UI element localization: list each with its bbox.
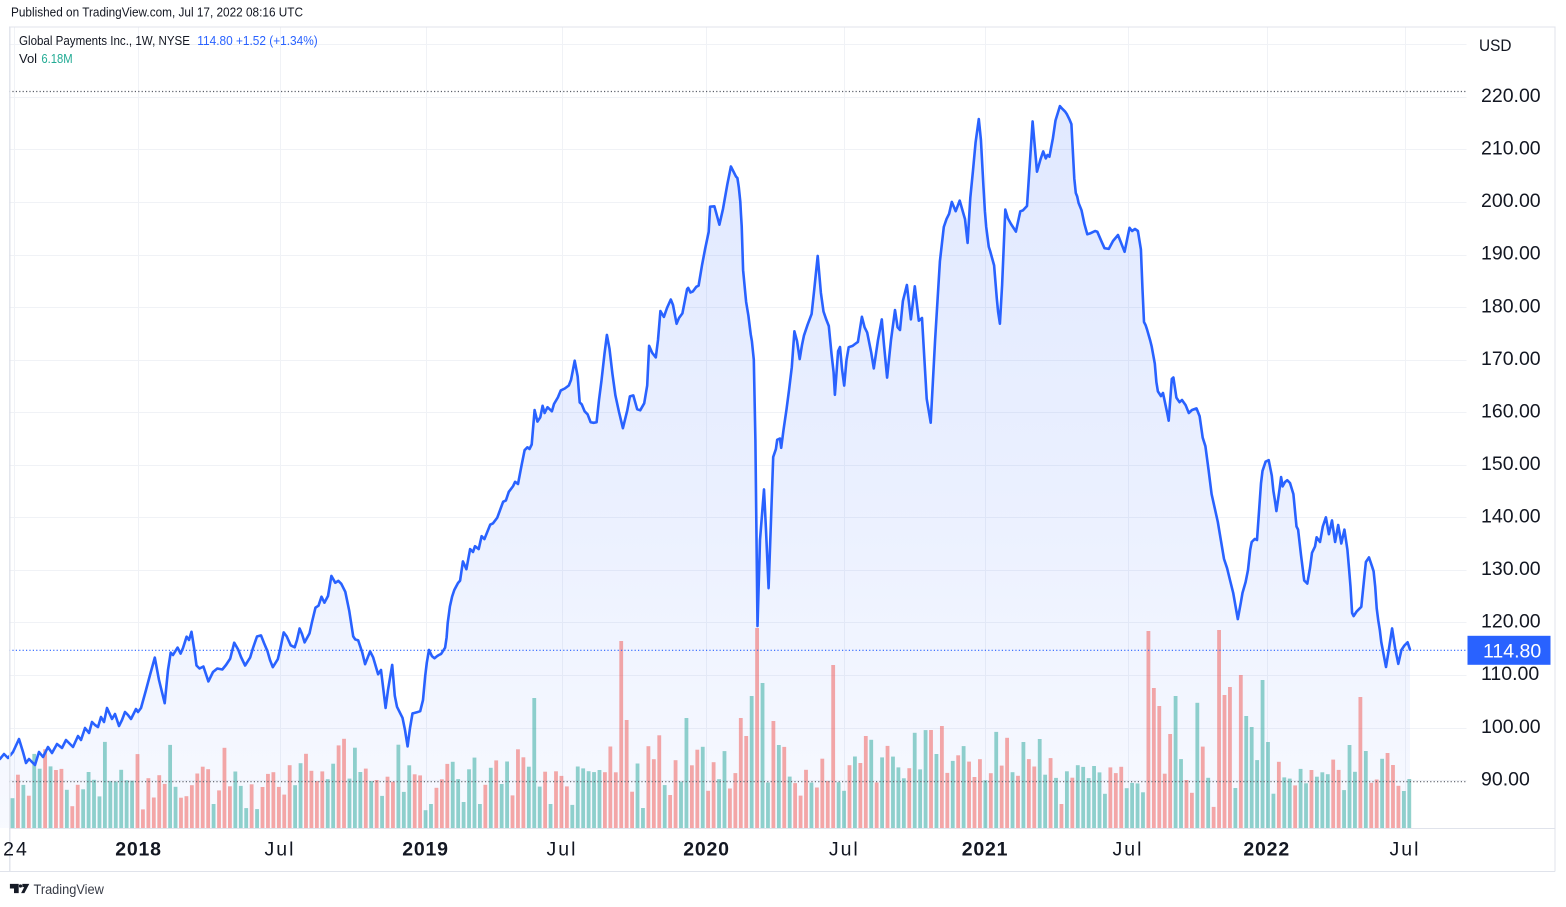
svg-text:TradingView: TradingView [34,881,105,897]
svg-text:130.00: 130.00 [1481,558,1541,580]
svg-text:120.00: 120.00 [1481,611,1541,633]
svg-text:2021: 2021 [962,839,1009,861]
svg-text:180.00: 180.00 [1481,295,1541,317]
svg-text:24: 24 [3,839,29,861]
svg-text:Global Payments Inc., 1W, NYSE: Global Payments Inc., 1W, NYSE [19,33,190,48]
svg-text:210.00: 210.00 [1481,138,1541,160]
svg-text:USD: USD [1479,37,1512,55]
svg-text:140.00: 140.00 [1481,506,1541,528]
svg-text:Jul: Jul [1113,839,1144,861]
svg-text:190.00: 190.00 [1481,243,1541,265]
svg-text:Published on TradingView.com,: Published on TradingView.com, Jul 17, 20… [11,5,303,20]
svg-text:Jul: Jul [829,839,860,861]
svg-text:150.00: 150.00 [1481,453,1541,475]
svg-text:Vol: Vol [19,51,37,66]
svg-text:Jul: Jul [1390,839,1421,861]
svg-text:Jul: Jul [547,839,578,861]
svg-text:90.00: 90.00 [1481,768,1530,790]
svg-text:100.00: 100.00 [1481,716,1541,738]
svg-text:170.00: 170.00 [1481,348,1541,370]
svg-text:114.80: 114.80 [1483,640,1541,662]
svg-text:160.00: 160.00 [1481,400,1541,422]
svg-text:114.80 +1.52 (+1.34%): 114.80 +1.52 (+1.34%) [197,33,317,48]
svg-text:2018: 2018 [115,839,162,861]
svg-text:2020: 2020 [683,839,730,861]
svg-text:Jul: Jul [265,839,296,861]
svg-text:200.00: 200.00 [1481,190,1541,212]
svg-text:2019: 2019 [402,839,449,861]
svg-text:220.00: 220.00 [1481,85,1541,107]
svg-text:110.00: 110.00 [1481,663,1539,685]
svg-text:6.18M: 6.18M [41,51,72,66]
svg-text:2022: 2022 [1243,839,1290,861]
